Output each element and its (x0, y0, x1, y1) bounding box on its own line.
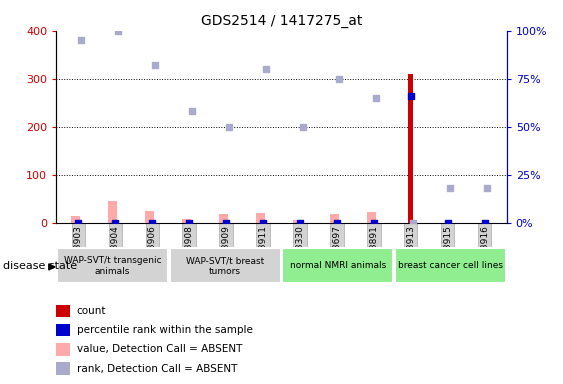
Point (185, 220, 194, 226)
Text: normal NMRI animals: normal NMRI animals (290, 262, 386, 270)
Bar (330, 214, 339, 223)
Text: disease state: disease state (3, 261, 77, 271)
Bar (367, 212, 376, 223)
Point (480, 220, 489, 226)
Point (187, 108, 196, 114)
Bar (219, 214, 228, 223)
Bar (256, 213, 265, 223)
Point (222, 220, 231, 226)
Bar (72, 215, 81, 223)
Point (369, 220, 378, 226)
Point (372, 95, 381, 101)
Bar (56, 362, 70, 375)
Bar (182, 219, 191, 223)
Title: GDS2514 / 1417275_at: GDS2514 / 1417275_at (201, 14, 362, 28)
Text: count: count (77, 306, 106, 316)
Point (298, 124, 307, 130)
Point (296, 220, 305, 226)
Text: WAP-SVT/t transgenic
animals: WAP-SVT/t transgenic animals (64, 256, 162, 276)
Bar (145, 211, 154, 223)
Bar (56, 305, 70, 317)
Text: rank, Detection Call = ABSENT: rank, Detection Call = ABSENT (77, 364, 237, 374)
Bar (56, 343, 70, 356)
Point (111, 220, 120, 226)
Text: percentile rank within the sample: percentile rank within the sample (77, 325, 252, 335)
Point (114, 28, 123, 34)
Point (261, 66, 270, 72)
Bar (293, 220, 302, 223)
Bar (108, 201, 118, 223)
Point (406, 93, 415, 99)
FancyBboxPatch shape (57, 248, 168, 283)
Point (332, 220, 341, 226)
Point (150, 62, 159, 68)
Point (74, 220, 83, 226)
Bar (409, 74, 413, 223)
Point (148, 220, 157, 226)
Text: breast cancer cell lines: breast cancer cell lines (398, 262, 503, 270)
Point (482, 185, 491, 191)
Point (335, 76, 344, 82)
Text: value, Detection Call = ABSENT: value, Detection Call = ABSENT (77, 344, 242, 354)
Point (409, 220, 418, 226)
Point (224, 124, 233, 130)
FancyBboxPatch shape (169, 248, 281, 283)
Point (443, 220, 452, 226)
FancyBboxPatch shape (282, 248, 394, 283)
FancyBboxPatch shape (395, 248, 506, 283)
Point (446, 185, 455, 191)
Point (77, 37, 86, 43)
Bar (56, 324, 70, 336)
Point (258, 220, 267, 226)
Text: WAP-SVT/t breast
tumors: WAP-SVT/t breast tumors (186, 256, 264, 276)
